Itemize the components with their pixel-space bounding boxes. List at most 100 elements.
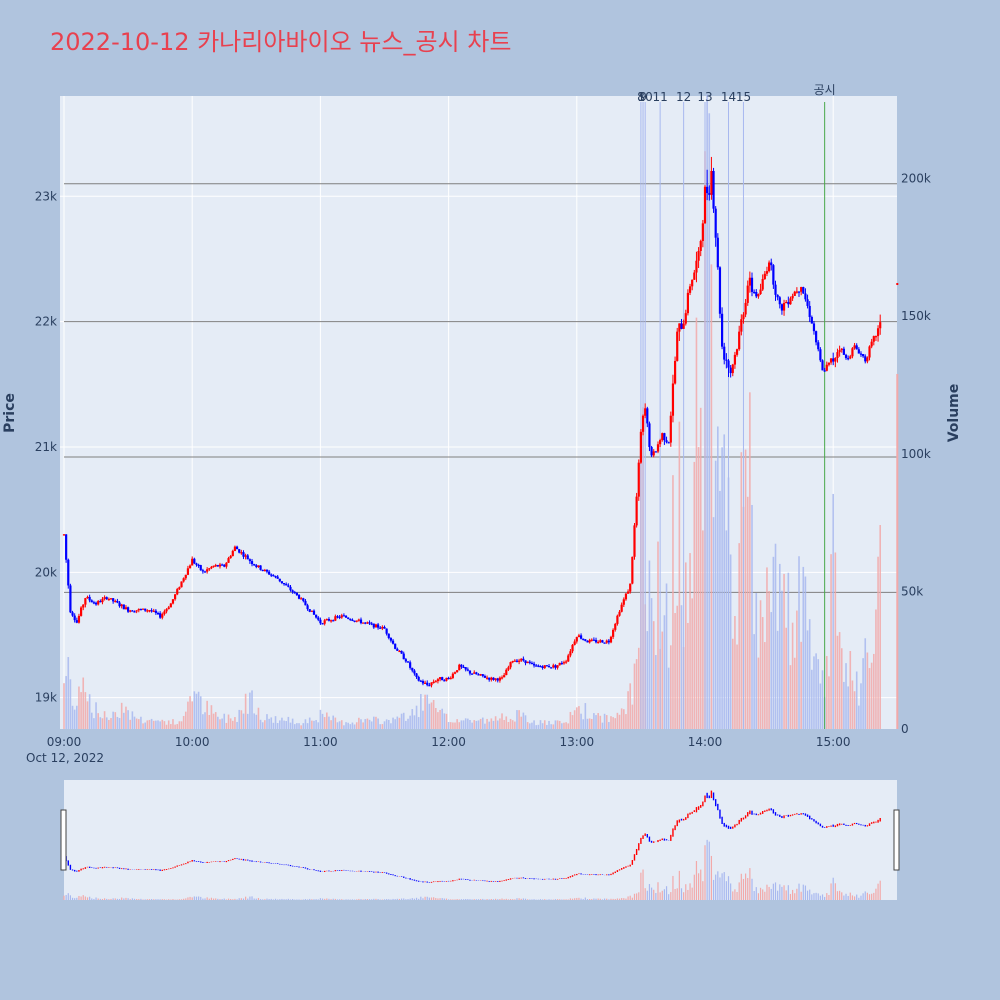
volume-bar (437, 712, 439, 729)
slider-volume-bar (292, 899, 294, 900)
candle-body (124, 607, 128, 610)
volume-bar (101, 718, 104, 729)
candle-body (789, 298, 792, 305)
slider-volume-bar (627, 896, 629, 900)
candle-body (847, 358, 850, 360)
volume-bar (240, 710, 243, 729)
volume-bar (691, 598, 693, 729)
volume-bar (633, 663, 636, 729)
volume-bar (97, 713, 99, 729)
candle-body (163, 611, 166, 615)
volume-bar (821, 670, 824, 729)
volume-bar (496, 720, 499, 729)
candle-body (423, 682, 427, 684)
slider-volume-bar (612, 898, 614, 900)
candle-body (691, 279, 694, 287)
main-plot-area[interactable] (60, 96, 897, 729)
slider-volume-bar (151, 899, 153, 900)
candle-body (381, 626, 384, 629)
volume-bar (170, 724, 172, 729)
volume-bar (140, 716, 142, 729)
range-slider[interactable] (64, 780, 897, 900)
volume-bar (80, 692, 82, 729)
slider-volume-bar (589, 898, 591, 900)
candle-body (810, 317, 813, 324)
candle-body (571, 644, 574, 652)
volume-bar (157, 720, 159, 729)
candle-body (612, 629, 615, 637)
slider-volume-bar (774, 882, 777, 900)
volume-bar (554, 720, 557, 729)
volume-bar (120, 702, 123, 729)
slider-volume-bar (486, 899, 488, 900)
volume-bar (270, 717, 273, 729)
candle-body (485, 677, 489, 679)
volume-bar (695, 317, 698, 729)
candle-body (599, 640, 602, 642)
slider-volume-bar (63, 895, 65, 900)
slider-volume-bar (862, 893, 864, 900)
candle-body (637, 462, 640, 497)
range-slider-left-handle[interactable] (60, 809, 67, 871)
slider-volume-bar (556, 899, 559, 900)
slider-volume-bar (522, 898, 524, 900)
candle-body (834, 358, 837, 362)
volume-bar (783, 573, 785, 729)
volume-bar (729, 554, 732, 729)
candle-body (782, 303, 786, 311)
slider-volume-bar (597, 898, 599, 900)
slider-volume-bar (418, 898, 420, 900)
volume-bar (802, 566, 805, 729)
slider-volume-bar (467, 899, 469, 900)
x-tick-label: 10:00 (175, 735, 210, 749)
candle-body (372, 623, 375, 628)
slider-volume-bar (646, 890, 648, 900)
volume-bar (452, 722, 454, 729)
volume-bar (251, 690, 253, 729)
candle-body (552, 665, 555, 668)
volume-bar (520, 716, 523, 729)
slider-volume-bar (648, 884, 651, 900)
slider-volume-bar (813, 893, 815, 900)
y2-tick-label: 50k (901, 584, 923, 598)
candle-body (539, 666, 542, 668)
y2-tick-label: 200k (901, 172, 931, 186)
volume-bar (93, 718, 95, 729)
candle-body (203, 571, 207, 573)
slider-volume-bar (74, 898, 76, 900)
volume-bar (753, 634, 755, 729)
range-slider-right-handle[interactable] (893, 809, 900, 871)
candle-body (238, 549, 241, 553)
candle-body (503, 675, 506, 678)
candle-body (676, 331, 679, 361)
slider-volume-bar (625, 898, 627, 900)
slider-volume-bar (86, 897, 89, 900)
candle-body (214, 565, 217, 567)
candle-body (445, 677, 448, 681)
slider-volume-bar (723, 872, 725, 900)
volume-bar (407, 718, 409, 729)
candle-body (197, 564, 200, 567)
slider-volume-bar (561, 899, 563, 900)
slider-volume-bar (757, 893, 760, 900)
slider-volume-bar (383, 899, 386, 900)
slider-volume-bar (802, 884, 804, 900)
slider-volume-bar (445, 898, 448, 900)
slider-volume-bar (601, 899, 604, 900)
candle-body (334, 616, 337, 621)
candle-body (823, 370, 826, 372)
slider-volume-bar (208, 898, 210, 900)
candle-body (171, 599, 175, 604)
volume-bar (550, 724, 552, 729)
candle-body (406, 661, 410, 663)
volume-bar (362, 722, 364, 729)
slider-volume-bar (311, 899, 313, 900)
volume-bar (479, 718, 482, 729)
news-label: 공시 (814, 83, 836, 97)
volume-bar (836, 635, 839, 729)
candle-body (785, 301, 788, 304)
candle-body (191, 558, 194, 566)
volume-bar (862, 658, 864, 729)
slider-volume-bar (118, 898, 121, 900)
volume-bar (174, 724, 176, 729)
